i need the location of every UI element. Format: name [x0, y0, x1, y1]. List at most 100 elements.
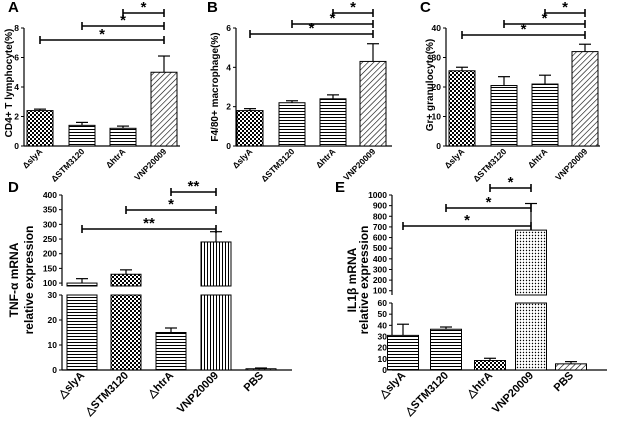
bar — [319, 98, 347, 147]
bar — [430, 328, 462, 371]
panel-label: C — [420, 0, 431, 16]
significance-label: * — [168, 196, 174, 213]
y-tick-label: 4 — [226, 62, 231, 72]
y-tick-label: 250 — [43, 234, 57, 244]
significance-bracket: * — [249, 20, 374, 38]
significance-bracket: * — [402, 212, 532, 230]
y-tick-label: 1000 — [368, 190, 387, 200]
x-tick-label: △STM3120 — [402, 370, 451, 419]
y-axis-label-line2: relative expression — [357, 226, 371, 335]
x-tick-label: ΔhtrA — [526, 146, 550, 170]
x-tick-label: VNP20009 — [490, 370, 536, 416]
bar — [68, 124, 96, 147]
x-tick-label: VNP20009 — [132, 146, 168, 182]
panel-d: D TNF-α mRNA relative expression 0 10 20 30 100… — [7, 178, 292, 419]
significance-bracket: * — [503, 10, 586, 28]
significance-label: * — [486, 194, 492, 211]
x-tick-label: ΔhtrA — [314, 146, 338, 170]
bar — [278, 102, 306, 147]
y-tick-label: 4 — [14, 82, 19, 92]
panel-label: D — [8, 179, 19, 196]
significance-bracket: * — [445, 194, 532, 212]
significance-bracket: ** — [170, 178, 217, 196]
significance-label: ** — [143, 215, 155, 232]
x-tick-label: VNP20009 — [175, 370, 221, 416]
y-tick-label: 350 — [43, 205, 57, 215]
y-tick-label: 400 — [373, 254, 387, 264]
y-tick-label: 60 — [378, 298, 388, 308]
bar — [66, 282, 98, 287]
y-tick-label: 20 — [378, 343, 388, 353]
significance-label: * — [141, 0, 147, 16]
significance-label: * — [120, 12, 126, 29]
x-tick-label: VNP20009 — [553, 146, 589, 182]
y-tick-label: 500 — [373, 243, 387, 253]
y-tick-label: 100 — [43, 278, 57, 288]
bar — [359, 60, 387, 147]
bar — [236, 110, 264, 147]
y-tick-label: 0 — [52, 365, 57, 375]
y-tick-label: 10 — [432, 112, 442, 122]
y-tick-label: 30 — [432, 53, 442, 63]
y-tick-label: 700 — [373, 222, 387, 232]
y-tick-label: 800 — [373, 211, 387, 221]
x-tick-label: △slyA — [56, 370, 88, 402]
bar — [110, 273, 142, 287]
bar-lower-segment — [66, 294, 98, 371]
y-axis-label: TNF-α mRNA — [7, 242, 21, 317]
x-tick-label: △STM3120 — [82, 370, 131, 419]
y-tick-label: 0 — [382, 365, 387, 375]
significance-label: * — [99, 26, 105, 43]
y-axis-label: Gr+ granulocyte(%) — [425, 39, 436, 132]
x-tick-label: PBS — [242, 370, 266, 394]
panel-label: A — [8, 0, 19, 16]
x-tick-label: △htrA — [464, 370, 495, 401]
y-tick-label: 200 — [373, 275, 387, 285]
significance-bracket: ** — [81, 215, 217, 233]
significance-bracket: * — [461, 21, 586, 39]
significance-bracket: * — [122, 0, 165, 17]
x-tick-label: ΔslyA — [230, 146, 254, 170]
x-tick-label: ΔslyA — [20, 146, 44, 170]
significance-label: ** — [188, 178, 200, 195]
x-tick-label: ΔSTM3120 — [471, 146, 509, 184]
y-tick-label: 20 — [432, 82, 442, 92]
y-axis-label-line2: relative expression — [22, 226, 36, 335]
y-tick-label: 30 — [48, 290, 58, 300]
significance-label: * — [562, 0, 568, 16]
significance-label: * — [350, 0, 356, 16]
y-tick-label: 30 — [378, 332, 388, 342]
significance-bracket: * — [332, 0, 374, 17]
x-tick-label: ΔslyA — [442, 146, 466, 170]
y-tick-label: 10 — [378, 354, 388, 364]
bar — [515, 229, 547, 296]
y-tick-label: 900 — [373, 201, 387, 211]
significance-label: * — [508, 174, 514, 191]
y-tick-label: 150 — [43, 263, 57, 273]
significance-label: * — [464, 212, 470, 229]
x-tick-label: ΔhtrA — [104, 146, 128, 170]
y-axis-label: CD4+ T lymphocyte(%) — [4, 29, 15, 138]
y-tick-label: 100 — [373, 286, 387, 296]
bar — [448, 70, 476, 147]
y-tick-label: 0 — [436, 141, 441, 151]
y-tick-label: 2 — [14, 112, 19, 122]
y-tick-label: 400 — [43, 190, 57, 200]
significance-bracket: * — [39, 26, 165, 44]
y-tick-label: 300 — [373, 264, 387, 274]
bar-lower-segment — [515, 302, 547, 371]
panel-b: B F4/80+ macrophage(%) 0 2 4 6 ΔslyA ΔSTM3120 Δh… — [207, 0, 392, 184]
x-tick-label: △slyA — [377, 370, 409, 402]
panel-label: E — [335, 179, 345, 196]
bar — [474, 360, 506, 371]
bar — [245, 368, 277, 371]
y-axis-label: IL1β mRNA — [345, 247, 359, 312]
panel-c: C Gr+ granulocyte(%)0 10 20 30 40 ΔslyA ΔSTM312… — [420, 0, 600, 184]
significance-bracket: * — [81, 12, 165, 30]
bar — [555, 363, 587, 371]
y-axis-label: F4/80+ macrophage(%) — [210, 32, 221, 141]
y-tick-label: 40 — [432, 23, 442, 33]
bar — [387, 334, 419, 371]
significance-label: * — [521, 21, 527, 38]
